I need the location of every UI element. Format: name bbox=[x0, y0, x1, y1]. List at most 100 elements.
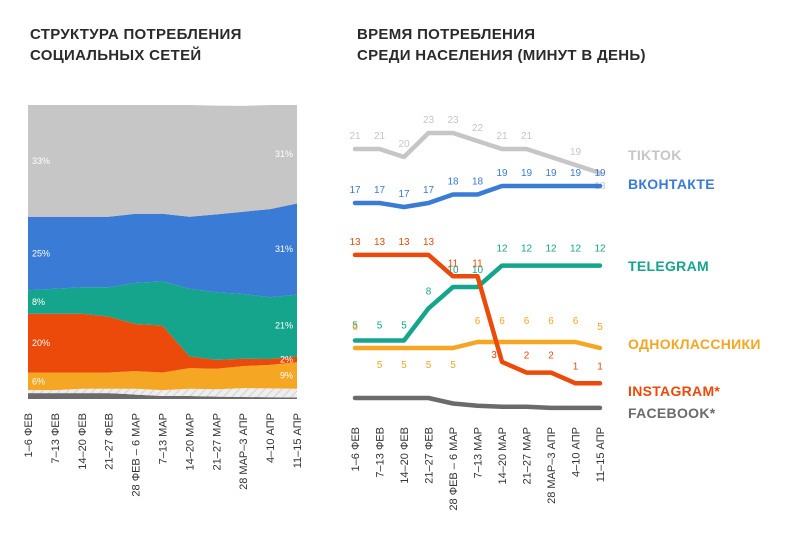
line-value-label-одноклассники: 6 bbox=[352, 322, 358, 333]
line-value-label-instagram: 2 bbox=[548, 351, 554, 362]
line-value-label-tiktok: 19 bbox=[570, 147, 582, 158]
area-label-right-вконтакте: 31% bbox=[275, 244, 293, 254]
line-value-label-одноклассники: 5 bbox=[597, 322, 603, 333]
line-value-label-telegram: 5 bbox=[377, 321, 383, 332]
line-value-label-tiktok: 21 bbox=[496, 131, 508, 142]
line-value-label-telegram: 12 bbox=[496, 244, 508, 255]
line-value-label-вконтакте: 19 bbox=[521, 168, 533, 179]
line-x-tick-label: 11–15 АПР bbox=[595, 427, 607, 482]
area-x-tick-label: 1–6 ФЕВ bbox=[23, 413, 35, 457]
line-value-label-вконтакте: 19 bbox=[594, 168, 606, 179]
line-x-tick-label: 7–13 ФЕВ bbox=[375, 427, 387, 478]
line-value-label-tiktok: 21 bbox=[521, 131, 533, 142]
line-value-label-telegram: 10 bbox=[472, 265, 484, 276]
line-value-label-вконтакте: 18 bbox=[472, 177, 484, 188]
line-value-label-instagram: 3 bbox=[491, 350, 497, 361]
line-value-label-tiktok: 23 bbox=[447, 115, 459, 126]
area-label-left-instagram: 20% bbox=[32, 338, 50, 348]
line-value-label-instagram: 13 bbox=[423, 237, 435, 248]
line-value-label-telegram: 10 bbox=[447, 265, 459, 276]
line-value-label-instagram: 1 bbox=[573, 361, 579, 372]
line-value-label-tiktok: 21 bbox=[374, 131, 386, 142]
area-x-tick-label: 21–27 ФЕВ bbox=[104, 413, 116, 470]
line-x-tick-label: 14–20 ФЕВ bbox=[399, 427, 411, 484]
area-band-tiktok bbox=[28, 105, 297, 217]
line-value-label-telegram: 5 bbox=[352, 321, 358, 332]
area-x-tick-label: 14–20 МАР bbox=[184, 413, 196, 470]
line-value-label-tiktok: 22 bbox=[472, 123, 484, 134]
legend-facebook: FACEBOOK* bbox=[628, 405, 716, 421]
line-x-tick-label: 21–27 МАР bbox=[522, 427, 534, 484]
line-value-label-одноклассники: 5 bbox=[450, 360, 456, 371]
line-x-tick-label: 14–20 МАР bbox=[497, 427, 509, 484]
line-value-label-tiktok: 21 bbox=[349, 131, 361, 142]
line-value-label-telegram: 12 bbox=[570, 244, 582, 255]
right-chart-title: ВРЕМЯ ПОТРЕБЛЕНИЯ СРЕДИ НАСЕЛЕНИЯ (МИНУТ… bbox=[357, 24, 646, 66]
line-value-label-одноклассники: 6 bbox=[475, 316, 481, 327]
left-title-line1: СТРУКТУРА ПОТРЕБЛЕНИЯ bbox=[30, 26, 242, 43]
line-value-label-вконтакте: 17 bbox=[423, 185, 435, 196]
line-value-label-tiktok: 23 bbox=[423, 115, 435, 126]
line-value-label-instagram: 11 bbox=[472, 258, 483, 269]
area-x-tick-label: 28 МАР–3 АПР bbox=[238, 413, 250, 490]
area-label-right-tiktok: 31% bbox=[275, 149, 293, 159]
area-label-left-tiktok: 33% bbox=[32, 156, 50, 166]
area-label-right-одноклассники: 9% bbox=[280, 370, 293, 380]
line-tiktok bbox=[352, 130, 603, 176]
area-label-right-instagram: 2% bbox=[280, 354, 293, 364]
line-value-label-telegram: 8 bbox=[426, 286, 432, 297]
area-label-left-вконтакте: 25% bbox=[32, 248, 50, 258]
line-value-label-одноклассники: 5 bbox=[377, 360, 383, 371]
area-band-одноклассники bbox=[28, 362, 297, 391]
area-label-right-telegram: 21% bbox=[275, 321, 293, 331]
line-value-label-instagram: 13 bbox=[374, 237, 386, 248]
right-title-line2: СРЕДИ НАСЕЛЕНИЯ (МИНУТ В ДЕНЬ) bbox=[357, 47, 646, 64]
legend-одноклассники: ОДНОКЛАССНИКИ bbox=[628, 336, 761, 352]
area-chart: 33% 31% 25% 31% 8% 21% 20% 2% 6% 9% 1–6 ФЕВ 7–13 ФЕ… bbox=[23, 105, 304, 497]
line-value-label-telegram: 5 bbox=[401, 321, 407, 332]
line-value-label-instagram: 1 bbox=[597, 361, 603, 372]
line-одноклассники bbox=[352, 339, 603, 351]
legend-telegram: TELEGRAM bbox=[628, 258, 709, 274]
line-value-label-telegram: 12 bbox=[521, 244, 533, 255]
line-x-tick-label: 21–27 ФЕВ bbox=[424, 427, 436, 484]
area-x-tick-label: 28 ФЕВ – 6 МАР bbox=[131, 413, 143, 497]
legend-tiktok: TIKTOK bbox=[628, 147, 682, 163]
line-x-tick-label: 1–6 ФЕВ bbox=[350, 427, 362, 471]
area-x-tick-label: 7–13 ФЕВ bbox=[50, 413, 62, 464]
line-x-tick-label: 28 МАР–3 АПР bbox=[546, 427, 558, 504]
legend-вконтакте: ВКОНТАКТЕ bbox=[628, 176, 715, 192]
line-value-label-instagram: 11 bbox=[448, 258, 459, 269]
line-x-tick-label: 7–13 МАР bbox=[473, 427, 485, 478]
area-band-instagram bbox=[28, 313, 297, 373]
line-value-label-вконтакте: 19 bbox=[545, 168, 557, 179]
line-value-label-одноклассники: 6 bbox=[499, 316, 505, 327]
line-value-label-instagram: 13 bbox=[349, 237, 361, 248]
line-telegram bbox=[352, 263, 603, 343]
line-instagram bbox=[352, 252, 603, 386]
line-value-label-одноклассники: 5 bbox=[401, 360, 407, 371]
area-x-tick-label: 21–27 МАР bbox=[211, 413, 223, 470]
line-value-label-telegram: 12 bbox=[545, 244, 557, 255]
line-вконтакте bbox=[352, 183, 603, 210]
area-x-tick-label: 11–15 АПР bbox=[292, 413, 304, 468]
left-chart-title: СТРУКТУРА ПОТРЕБЛЕНИЯ СОЦИАЛЬНЫХ СЕТЕЙ bbox=[30, 24, 242, 66]
line-value-label-одноклассники: 6 bbox=[524, 316, 530, 327]
line-value-label-одноклассники: 6 bbox=[573, 316, 579, 327]
line-value-label-вконтакте: 17 bbox=[374, 185, 386, 196]
right-title-line1: ВРЕМЯ ПОТРЕБЛЕНИЯ bbox=[357, 26, 536, 43]
area-label-left-одноклассники: 6% bbox=[32, 376, 45, 386]
area-x-tick-label: 4–10 АПР bbox=[265, 413, 277, 463]
area-x-tick-label: 14–20 ФЕВ bbox=[77, 413, 89, 470]
line-value-label-tiktok: 20 bbox=[398, 139, 410, 150]
line-facebook bbox=[352, 395, 603, 411]
area-band-вконтакте bbox=[28, 203, 297, 298]
left-title-line2: СОЦИАЛЬНЫХ СЕТЕЙ bbox=[30, 47, 202, 64]
line-value-label-одноклассники: 6 bbox=[548, 316, 554, 327]
line-x-tick-label: 4–10 АПР bbox=[571, 427, 583, 477]
line-value-label-instagram: 2 bbox=[524, 351, 530, 362]
line-value-label-вконтакте: 18 bbox=[447, 177, 459, 188]
